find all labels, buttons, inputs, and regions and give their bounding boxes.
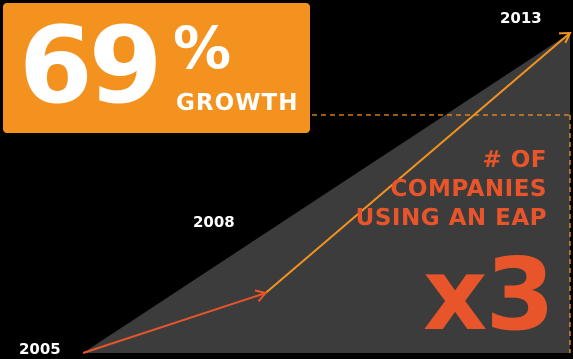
metric-label-line-1: # OF xyxy=(482,147,547,173)
growth-number: 69 xyxy=(19,4,163,127)
growth-label: GROWTH xyxy=(176,90,299,116)
growth-percent-sign: % xyxy=(173,14,232,82)
arrowhead-2013-icon xyxy=(558,31,572,44)
growth-area xyxy=(83,33,570,353)
trend-segment-2008-2013 xyxy=(264,32,571,294)
x-tick-label-2013: 2013 xyxy=(500,9,542,27)
metric-multiplier: x3 xyxy=(422,236,555,353)
trend-segment-2005-2008 xyxy=(82,292,266,354)
arrowhead-2008-icon xyxy=(254,289,268,303)
metric-label: # OF COMPANIES USING AN EAP xyxy=(287,146,547,233)
metric-label-line-2: COMPANIES xyxy=(390,176,547,202)
growth-badge: 69 % GROWTH xyxy=(3,3,310,133)
x-tick-label-2008: 2008 xyxy=(193,213,235,231)
x-tick-label-2005: 2005 xyxy=(19,340,61,358)
metric-label-line-3: USING AN EAP xyxy=(355,205,547,231)
